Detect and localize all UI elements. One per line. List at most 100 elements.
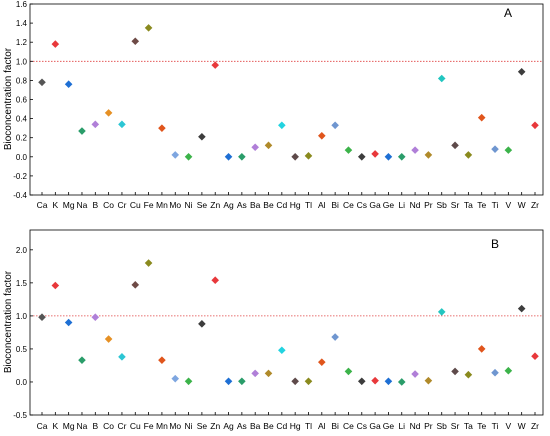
panel-a-category-label-mn: Mn (156, 200, 168, 210)
panel-b-category-label-cs: Cs (357, 421, 367, 431)
panel-b-category-label-ba: Ba (250, 421, 261, 431)
panel-b-category-label-sr: Sr (451, 421, 460, 431)
panel-b-point-ca (38, 313, 46, 322)
panel-b-point-zr (531, 352, 539, 360)
panel-b-category-label-ni: Ni (185, 421, 193, 431)
panel-a-y-tick-label: -0.4 (13, 191, 27, 200)
panel-a-category-label-ag: Ag (223, 200, 234, 210)
panel-b-y-tick-label: 2.0 (16, 246, 28, 255)
panel-a-category-label-sr: Sr (451, 200, 460, 210)
panel-b-category-label-co: Co (103, 421, 114, 431)
panel-b-y-axis-title: Bioconcentration factor (3, 270, 14, 373)
panel-a-y-tick-label: 1.0 (16, 57, 28, 66)
panel-a-category-label-zn: Zn (210, 200, 220, 210)
panel-b-category-label-k: K (52, 421, 58, 431)
panel-a-point-cd (278, 121, 286, 130)
panel-a-point-cu (131, 37, 140, 46)
panel-a-y-tick-label: 0.8 (16, 76, 28, 85)
panel-a-category-label-li: Li (398, 200, 405, 210)
panel-b-plot-frame (29, 229, 544, 416)
panel-a-point-ge (384, 153, 393, 161)
panel-a-point-cs (357, 153, 366, 161)
panel-b-category-label-tl: Tl (305, 421, 312, 431)
panel-b-chart: -0.5 0.0 0.5 1.0 1.5 2.0 Bioconcentration fact… (3, 229, 544, 431)
panel-b-point-ni (184, 377, 193, 386)
panel-a-y-tick-label: 0.4 (16, 115, 28, 124)
panel-b-point-cu (131, 281, 140, 289)
panel-a-point-ta (464, 151, 473, 159)
panel-b-point-ce (344, 367, 353, 376)
panel-a-point-k (51, 40, 60, 48)
panel-b-y-tick-label: 0.0 (16, 378, 28, 387)
panel-a-point-co (104, 109, 113, 117)
panel-a-point-mn (158, 124, 166, 132)
panel-b-category-label-zn: Zn (210, 421, 220, 431)
panel-b-category-label-ge: Ge (383, 421, 395, 431)
panel-b-category-label-b: B (92, 421, 98, 431)
panel-b-category-label-cd: Cd (276, 421, 287, 431)
panel-a-point-te (477, 113, 486, 122)
panel-a-y-tick-label: 0.0 (16, 153, 28, 162)
panel-b-category-label-te: Te (477, 421, 486, 431)
panel-a-point-mo (171, 151, 180, 159)
panel-b-point-ga (371, 376, 379, 385)
panel-b-category-label-sb: Sb (437, 421, 448, 431)
panel-b-y-tick-label: 1.5 (16, 279, 28, 288)
panel-a-point-zr (531, 121, 539, 130)
panel-a-category-label-ni: Ni (185, 200, 193, 210)
panel-a-point-tl (304, 152, 313, 160)
panel-a-panel-label: A (504, 6, 512, 20)
panel-a-category-label-te: Te (477, 200, 486, 210)
panel-b-category-label-mn: Mn (156, 421, 168, 431)
panel-b-point-sb (437, 308, 446, 316)
panel-b-point-cd (278, 346, 286, 355)
panel-a-point-hg (291, 153, 299, 161)
panel-a-category-label-co: Co (103, 200, 114, 210)
panel-b-category-label-ca: Ca (37, 421, 48, 431)
panel-b-point-hg (291, 377, 299, 386)
panel-a-category-label-na: Na (77, 200, 88, 210)
panel-a-category-label-ge: Ge (383, 200, 395, 210)
panel-a-point-ag (224, 153, 233, 161)
panel-b-category-label-ce: Ce (343, 421, 354, 431)
panel-a-point-b (91, 120, 100, 129)
panel-a-plot-frame (29, 3, 544, 196)
panel-a-category-label-bi: Bi (331, 200, 339, 210)
panel-b-category-label-cr: Cr (117, 421, 126, 431)
panel-a-category-label-tl: Tl (305, 200, 312, 210)
panel-a-y-tick-label: 0.2 (16, 134, 28, 143)
panel-a-category-label-fe: Fe (144, 200, 154, 210)
panel-b-y-tick-label: 0.5 (16, 345, 28, 354)
panel-b-category-label-be: Be (263, 421, 274, 431)
panel-a-category-label-al: Al (318, 200, 326, 210)
panel-b-point-na (78, 356, 86, 364)
panel-a-point-fe (144, 24, 153, 32)
panel-a-category-label-pr: Pr (424, 200, 433, 210)
panel-a-point-na (78, 127, 86, 135)
panel-a-point-ga (371, 150, 379, 158)
panel-a-category-label-sb: Sb (437, 200, 448, 210)
panel-b-category-label-ag: Ag (223, 421, 234, 431)
panel-a-category-label-cd: Cd (276, 200, 287, 210)
panel-b-y-tick-label: -0.5 (13, 411, 27, 420)
panel-b-point-ge (384, 377, 393, 386)
panel-a-point-be (264, 141, 273, 150)
panel-b-category-label-al: Al (318, 421, 326, 431)
panel-b-point-sr (451, 367, 459, 376)
panel-a-point-zn (211, 61, 220, 69)
panel-b-category-label-se: Se (197, 421, 208, 431)
panel-b-point-v (504, 366, 513, 375)
panel-a-category-label-mo: Mo (169, 200, 181, 210)
panel-a-y-axis-title: Bioconcentration factor (3, 47, 14, 150)
panel-b-category-label-hg: Hg (290, 421, 301, 431)
panel-b-point-be (264, 369, 273, 378)
panel-a-category-label-b: B (92, 200, 98, 210)
panel-b-category-label-fe: Fe (144, 421, 154, 431)
panel-a-point-ce (344, 146, 353, 154)
panel-b-point-cs (357, 377, 366, 386)
panel-a-category-label-be: Be (263, 200, 274, 210)
panel-a-category-label-zr: Zr (531, 200, 539, 210)
panel-a-category-label-v: V (506, 200, 512, 210)
panel-b-point-se (198, 320, 206, 328)
panel-b-category-label-w: W (518, 421, 526, 431)
